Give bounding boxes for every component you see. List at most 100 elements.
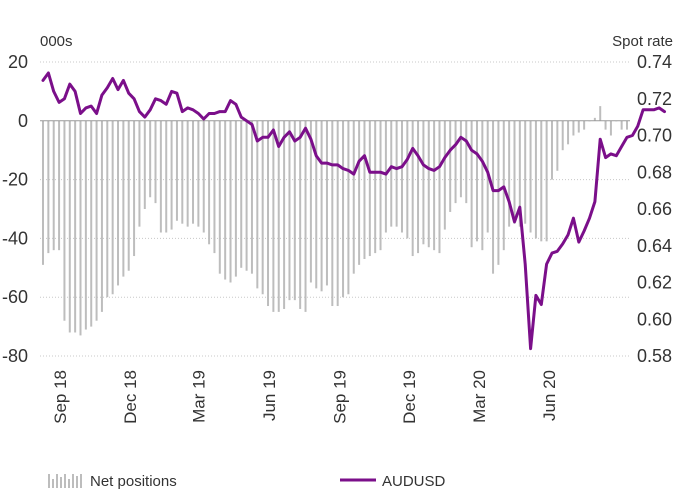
net-positions-bar — [508, 120, 511, 227]
right-tick-label: 0.72 — [637, 89, 672, 109]
net-positions-bar — [79, 120, 82, 336]
left-axis-ticks: 20 0 -20 -40 -60 -80 — [2, 52, 28, 366]
net-positions-bar — [261, 120, 264, 295]
net-positions-bar — [288, 120, 291, 301]
net-positions-bar — [208, 120, 211, 245]
legend-bar — [48, 474, 50, 488]
net-positions-bar — [518, 120, 521, 227]
legend-bar — [60, 477, 62, 488]
net-positions-bar — [63, 120, 66, 321]
legend-bar — [76, 476, 78, 488]
net-positions-bar — [620, 120, 623, 130]
net-positions-bar — [283, 120, 286, 309]
x-tick-label: Sep 19 — [331, 370, 350, 424]
net-positions-bar — [593, 117, 596, 121]
net-positions-bar — [347, 120, 350, 295]
net-positions-bar — [293, 120, 296, 301]
net-positions-bar — [127, 120, 130, 271]
net-positions-bar — [159, 120, 162, 233]
net-positions-bar — [342, 120, 345, 298]
net-positions-bar — [572, 120, 575, 136]
legend-bar — [80, 474, 82, 488]
net-positions-bar — [411, 120, 414, 257]
net-positions-bar — [400, 120, 403, 233]
net-positions-bar — [165, 120, 168, 233]
net-positions-bar — [449, 120, 452, 212]
right-tick-label: 0.64 — [637, 236, 672, 256]
net-positions-bar — [465, 120, 468, 204]
net-positions-bar — [320, 120, 323, 292]
net-positions-bar — [561, 120, 564, 151]
net-positions-bar — [47, 120, 50, 254]
net-positions-bar — [52, 120, 55, 251]
net-positions-bar — [550, 120, 553, 180]
net-positions-bar — [497, 120, 500, 265]
net-positions-bar — [250, 120, 253, 274]
net-positions-bar — [475, 120, 478, 242]
net-positions-bar — [492, 120, 495, 274]
net-positions-bar — [197, 120, 200, 227]
right-tick-label: 0.60 — [637, 309, 672, 329]
net-positions-bar — [379, 120, 382, 251]
net-positions-bar — [299, 120, 302, 309]
legend-bar — [56, 474, 58, 488]
net-positions-bar — [390, 120, 393, 227]
net-positions-bar — [427, 120, 430, 248]
x-tick-label: Dec 18 — [121, 370, 140, 424]
net-positions-bar — [234, 120, 237, 277]
net-positions-bar — [331, 120, 334, 307]
net-positions-bar — [604, 120, 607, 130]
net-positions-bar — [315, 120, 318, 289]
net-positions-bar — [106, 120, 109, 298]
net-positions-bar — [470, 120, 473, 248]
net-positions-bar — [58, 120, 61, 251]
right-axis-ticks: 0.74 0.72 0.70 0.68 0.66 0.64 0.62 0.60 0.58 — [637, 52, 672, 366]
right-tick-label: 0.58 — [637, 346, 672, 366]
net-positions-bar — [422, 120, 425, 245]
net-positions-bar — [224, 120, 227, 280]
right-tick-label: 0.62 — [637, 273, 672, 293]
net-positions-bar — [186, 120, 189, 227]
net-positions-bar — [358, 120, 361, 265]
legend-net-positions-label: Net positions — [90, 473, 177, 490]
gridlines — [40, 61, 630, 357]
right-axis-label: Spot rate — [612, 33, 673, 50]
net-positions-bar — [609, 120, 612, 136]
x-tick-label: Dec 19 — [400, 370, 419, 424]
net-positions-bar — [170, 120, 173, 230]
left-tick-label: -20 — [2, 170, 28, 190]
net-positions-bar — [240, 120, 243, 268]
right-tick-label: 0.68 — [637, 162, 672, 182]
x-tick-label: Mar 20 — [470, 370, 489, 423]
net-positions-bar — [95, 120, 98, 321]
legend-bar — [52, 479, 54, 488]
net-positions-bar — [213, 120, 216, 254]
net-positions-bar — [325, 120, 328, 286]
net-positions-bar — [149, 120, 152, 198]
legend-net-positions-swatch — [48, 474, 82, 488]
x-tick-label: Sep 18 — [51, 370, 70, 424]
net-positions-bar — [111, 120, 114, 295]
x-tick-label: Jun 20 — [540, 370, 559, 421]
net-positions-bar — [481, 120, 484, 251]
net-positions-bar — [529, 120, 532, 233]
net-positions-bar — [438, 120, 441, 254]
legend-bar — [72, 474, 74, 488]
right-tick-label: 0.66 — [637, 199, 672, 219]
net-positions-bar — [352, 120, 355, 274]
net-positions-bar — [90, 120, 93, 327]
net-positions-bar — [100, 120, 103, 312]
net-positions-bar — [272, 120, 275, 312]
net-positions-bar — [545, 120, 548, 242]
net-positions-bar — [181, 120, 184, 224]
net-positions-bar — [202, 120, 205, 233]
net-positions-bar — [626, 120, 628, 130]
left-tick-label: -40 — [2, 228, 28, 248]
net-positions-bar — [245, 120, 248, 271]
net-positions-bar — [42, 120, 44, 265]
net-positions-bar — [540, 120, 543, 242]
legend-audusd-label: AUDUSD — [382, 473, 446, 490]
audusd-line-series — [41, 71, 666, 351]
net-positions-bar — [556, 120, 559, 171]
net-positions-bar — [577, 120, 580, 133]
